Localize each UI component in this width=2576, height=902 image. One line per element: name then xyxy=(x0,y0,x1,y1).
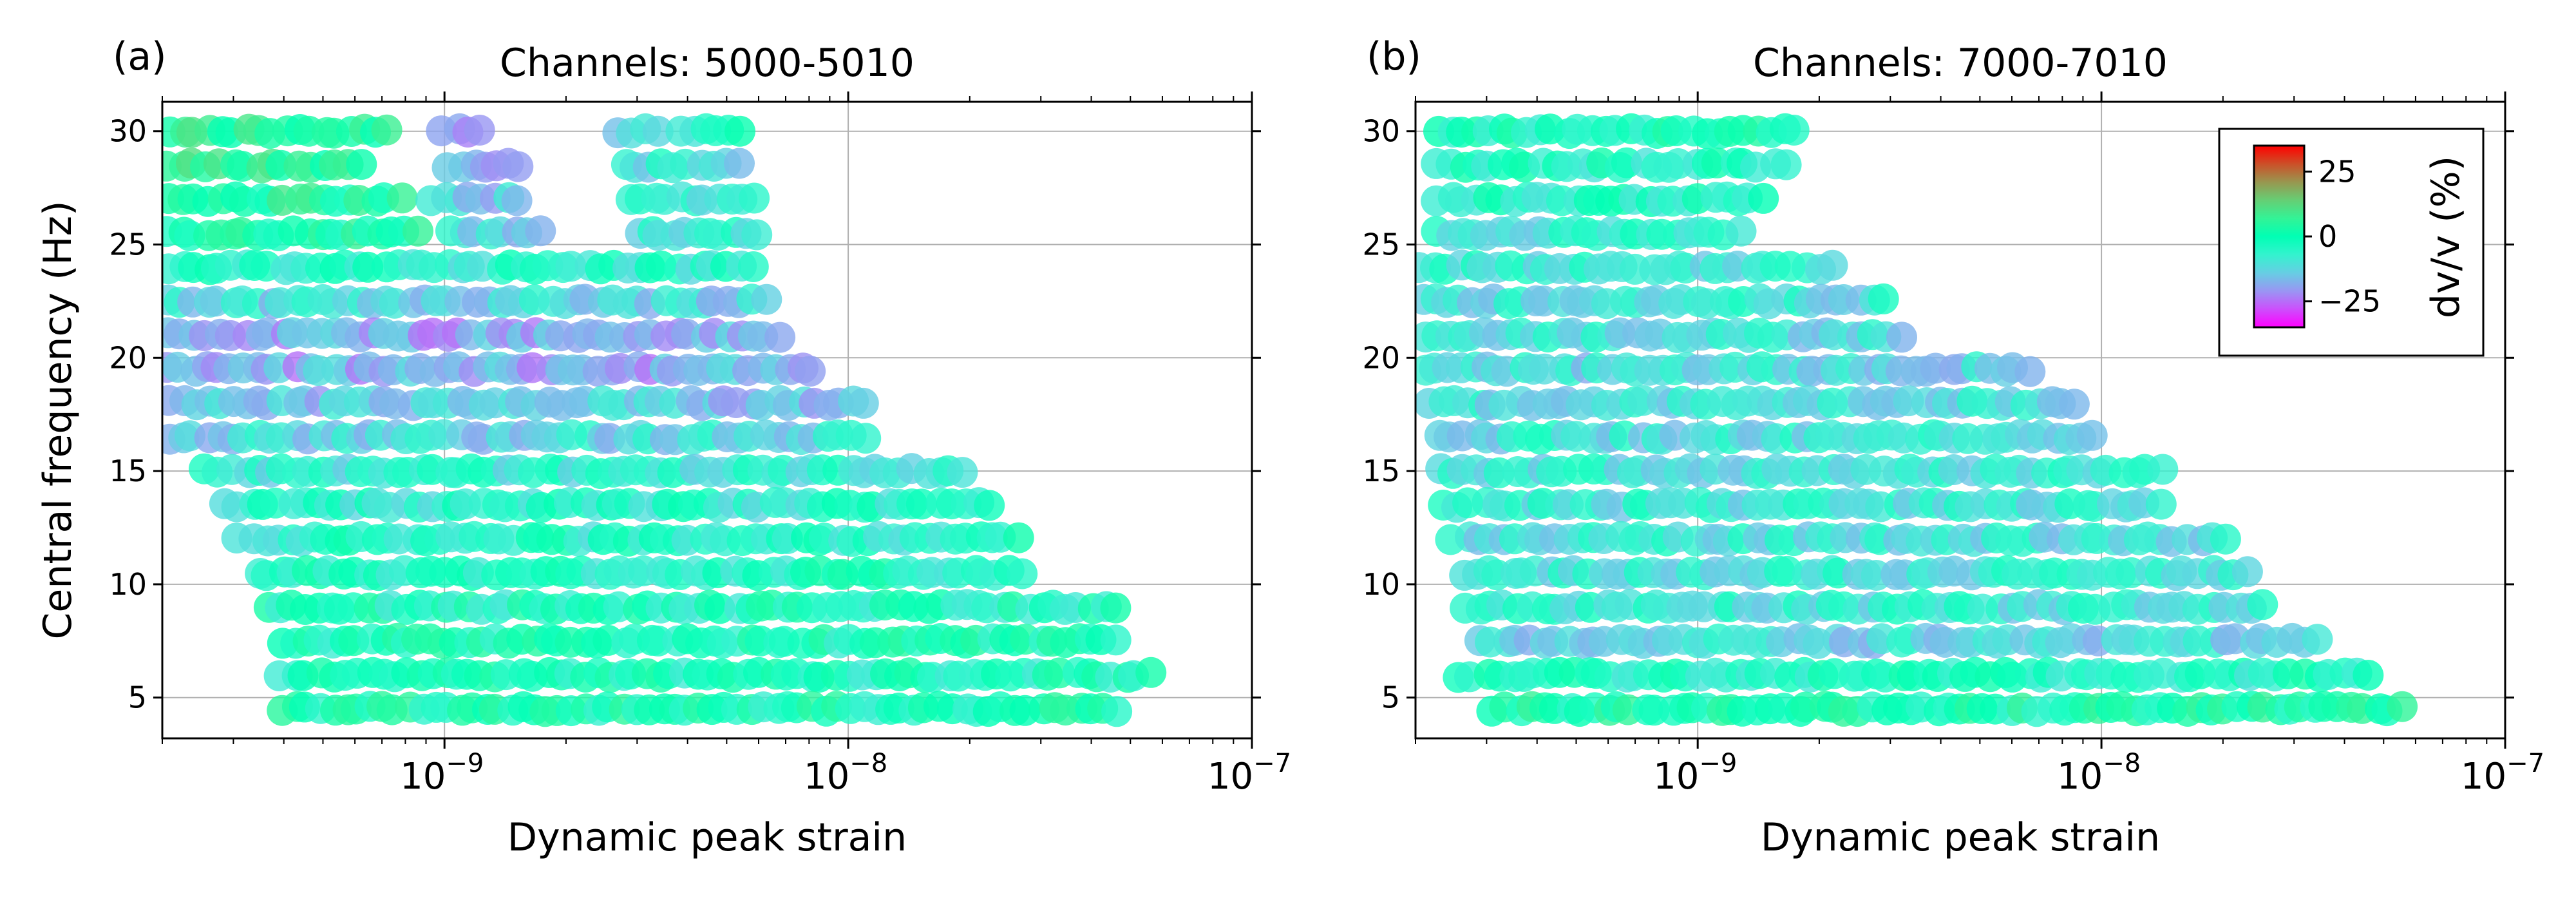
data-point xyxy=(741,219,773,251)
data-point xyxy=(1770,149,1802,180)
data-point xyxy=(2247,589,2278,620)
x-axis-label: Dynamic peak strain xyxy=(1761,815,2160,860)
x-tick-label: 10−7 xyxy=(1208,749,1291,798)
colorbar-tick-label: −25 xyxy=(2318,284,2381,319)
y-tick-label: 20 xyxy=(1362,340,1400,375)
chart-title: Channels: 7000-7010 xyxy=(1753,41,2168,86)
colorbar-tick-label: 0 xyxy=(2318,219,2337,254)
x-tick-label: 10−8 xyxy=(804,749,887,798)
data-point xyxy=(1778,115,1810,146)
data-point xyxy=(2353,660,2384,691)
data-point xyxy=(642,115,674,147)
data-point xyxy=(2058,389,2090,420)
data-point xyxy=(1100,624,1132,656)
data-point xyxy=(2302,624,2333,655)
data-point xyxy=(1003,522,1034,553)
data-point xyxy=(1007,558,1038,590)
data-point xyxy=(502,151,534,182)
colorbar-gradient xyxy=(2253,144,2306,329)
data-point xyxy=(2147,454,2179,485)
y-tick-label: 25 xyxy=(109,227,147,262)
colorbar-label: dv/v (%) xyxy=(2423,156,2468,318)
data-point xyxy=(850,423,882,454)
y-tick-label: 10 xyxy=(109,567,147,602)
y-tick-label: 15 xyxy=(1362,454,1400,488)
data-point xyxy=(974,490,1005,521)
data-point xyxy=(764,321,796,353)
panel-a: (a) Channels: 5000-5010 5 10 15 20 25 30 10−9… xyxy=(35,34,1291,860)
x-axis-ticks: 10−9 10−8 10−7 xyxy=(1415,91,2544,798)
data-point xyxy=(739,182,770,214)
y-tick-label: 30 xyxy=(1362,114,1400,149)
data-point xyxy=(2076,419,2108,451)
data-point xyxy=(1100,592,1132,624)
chart-title: Channels: 5000-5010 xyxy=(500,41,914,86)
y-tick-label: 15 xyxy=(109,454,147,488)
data-point xyxy=(848,387,879,419)
colorbar-ticks: 25 0 −25 xyxy=(2304,154,2381,319)
data-point xyxy=(724,148,755,179)
data-point xyxy=(1725,215,1757,247)
data-point xyxy=(386,182,418,214)
data-point xyxy=(2231,556,2263,588)
y-tick-label: 5 xyxy=(1381,680,1400,715)
x-axis-label: Dynamic peak strain xyxy=(507,815,907,860)
data-point xyxy=(1101,696,1133,727)
y-tick-label: 5 xyxy=(128,680,147,715)
data-point xyxy=(2145,488,2177,520)
data-point xyxy=(724,115,755,147)
data-point xyxy=(501,185,533,216)
y-tick-label: 25 xyxy=(1362,227,1400,262)
data-point xyxy=(1135,657,1167,688)
data-points xyxy=(162,113,1167,727)
y-tick-label: 20 xyxy=(109,340,147,375)
data-point xyxy=(1868,283,1899,314)
data-point xyxy=(2210,523,2241,555)
y-axis-ticks: 5 10 15 20 25 30 xyxy=(1362,114,2514,715)
y-tick-label: 30 xyxy=(109,114,147,149)
data-point xyxy=(751,283,782,315)
data-point xyxy=(371,114,402,146)
y-axis-label: Central frequency (Hz) xyxy=(35,201,80,640)
x-tick-label: 10−7 xyxy=(2461,749,2544,798)
data-point xyxy=(525,215,556,247)
axes-frame xyxy=(161,101,1253,740)
axes-frame xyxy=(1414,101,2506,740)
data-point xyxy=(2387,691,2418,722)
colorbar-tick-label: 25 xyxy=(2318,154,2356,189)
y-tick-label: 10 xyxy=(1362,567,1400,602)
data-point xyxy=(346,149,377,180)
y-axis-ticks: 5 10 15 20 25 30 xyxy=(109,114,1261,715)
data-point xyxy=(1748,182,1779,214)
data-point xyxy=(1886,321,1917,353)
data-point xyxy=(402,215,433,247)
data-point xyxy=(464,115,495,146)
colorbar: 25 0 −25 dv/v (%) xyxy=(2218,128,2485,357)
x-tick-label: 10−9 xyxy=(400,749,484,798)
data-points xyxy=(1416,113,2418,727)
data-point xyxy=(795,356,826,387)
panel-label: (b) xyxy=(1367,34,1421,79)
data-point xyxy=(947,457,978,488)
data-point xyxy=(737,251,769,282)
x-tick-label: 10−9 xyxy=(1653,749,1737,798)
panel-label: (a) xyxy=(113,34,167,79)
panel-b: (b) Channels: 7000-7010 5 10 15 20 25 30 10−9… xyxy=(1362,34,2544,860)
data-point xyxy=(2014,356,2046,387)
data-point xyxy=(1817,249,1848,281)
x-tick-label: 10−8 xyxy=(2057,749,2141,798)
